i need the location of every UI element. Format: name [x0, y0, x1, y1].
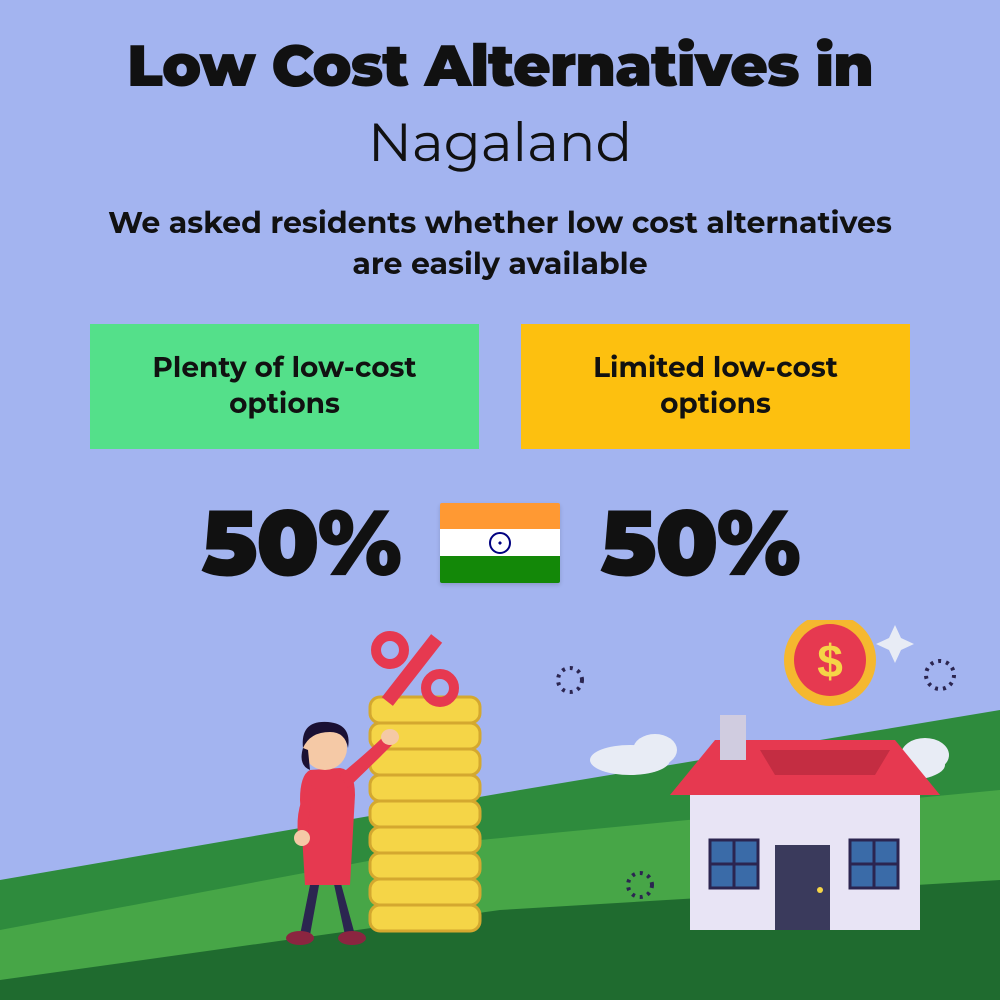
house-window-left [710, 840, 758, 888]
option-label: Limited low-cost options [593, 351, 838, 421]
flag-stripe-saffron [440, 503, 560, 530]
savings-house-illustration: $ [0, 620, 1000, 1000]
ashoka-chakra-icon [489, 532, 511, 554]
house-icon [670, 715, 940, 930]
stats-row: 50% 50% [0, 487, 1000, 599]
percent-left: 50% [201, 487, 400, 599]
title-line2: Nagaland [0, 109, 1000, 175]
option-box-plenty: Plenty of low-cost options [90, 324, 479, 449]
flag-stripe-green [440, 556, 560, 583]
option-label: Plenty of low-cost options [152, 351, 416, 421]
house-door [775, 845, 830, 930]
star-icon [876, 625, 914, 663]
subtitle: We asked residents whether low cost alte… [0, 203, 1000, 284]
chimney [720, 715, 746, 760]
percent-right: 50% [600, 487, 799, 599]
house-window-right [850, 840, 898, 888]
percent-icon [376, 634, 454, 706]
title-line1: Low Cost Alternatives in [0, 0, 1000, 101]
dollar-coin-icon: $ [784, 620, 876, 706]
svg-text:$: $ [817, 635, 843, 687]
india-flag-icon [440, 503, 560, 583]
flag-stripe-white [440, 529, 560, 556]
options-row: Plenty of low-cost options Limited low-c… [0, 324, 1000, 449]
option-box-limited: Limited low-cost options [521, 324, 910, 449]
